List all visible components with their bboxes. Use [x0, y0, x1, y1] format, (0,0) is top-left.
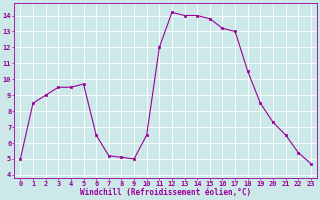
- X-axis label: Windchill (Refroidissement éolien,°C): Windchill (Refroidissement éolien,°C): [80, 188, 251, 197]
